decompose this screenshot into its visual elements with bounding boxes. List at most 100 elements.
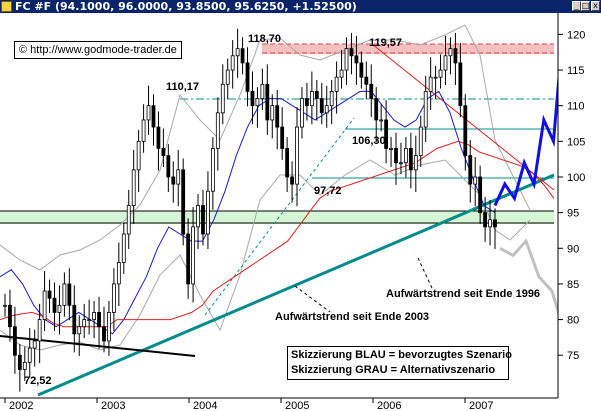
candle-body [433, 76, 438, 79]
candle-body [87, 319, 92, 321]
candle-body [22, 361, 27, 370]
candle-body [418, 126, 423, 156]
candle-body [77, 326, 82, 335]
candle-body [453, 48, 458, 64]
candle-body [235, 48, 240, 57]
candle-body [309, 91, 314, 107]
candle-body [57, 304, 62, 313]
candle-body [201, 205, 205, 235]
title-bar[interactable]: FC #F (94.1000, 96.0000, 93.8500, 95.625… [0, 0, 601, 13]
candle-body [463, 105, 468, 156]
candle-body [413, 155, 418, 171]
candle-body [210, 148, 215, 192]
label-97-72: 97,72 [314, 185, 342, 197]
candle-body [230, 55, 235, 71]
y-tick-label: 75 [567, 350, 579, 362]
maximize-button[interactable]: □ [581, 1, 590, 11]
candle-body [37, 319, 42, 342]
candle-body [136, 140, 141, 171]
candle-body [176, 169, 181, 185]
app-icon[interactable] [1, 1, 12, 12]
legend-grau-text: Skizzierung GRAU = Alternativszenario [291, 364, 496, 376]
candle-body [47, 290, 52, 299]
candle-body [32, 340, 37, 349]
candle-body [141, 119, 146, 142]
candle-body [265, 83, 270, 121]
plot-area [0, 13, 558, 398]
y-axis-ticks: 120 115 110 105 100 95 90 85 80 75 [558, 29, 585, 362]
copyright-label: © http://www.godmode-trader.de [14, 41, 182, 59]
candle-body [250, 91, 255, 107]
candle-body [67, 283, 72, 306]
candle-body [473, 176, 478, 185]
candle-body [270, 105, 275, 121]
legend-blau-text: Skizzierung BLAU = bevorzugtes Szenario [291, 349, 512, 361]
candle-body [438, 69, 443, 78]
candlestick-series [3, 28, 497, 392]
candle-body [359, 62, 364, 78]
y-tick-label: 85 [567, 279, 579, 291]
candle-body [443, 55, 448, 71]
candle-body [151, 105, 156, 128]
candle-body [344, 48, 349, 71]
candle-body [186, 233, 191, 285]
x-tick-label: 2002 [9, 400, 33, 411]
candle-body [72, 304, 77, 335]
close-button[interactable]: x [591, 1, 600, 11]
candle-body [181, 169, 186, 235]
candle-body [458, 62, 463, 107]
candle-body [285, 148, 290, 178]
candle-body [215, 112, 220, 149]
y-tick-label: 120 [567, 29, 585, 41]
x-tick-label: 2007 [469, 400, 493, 411]
candle-body [245, 62, 250, 92]
candle-body [334, 76, 339, 92]
y-tick-label: 105 [567, 136, 585, 148]
x-axis-ticks: 2002 2003 2004 2005 2006 2007 [4, 398, 493, 411]
x-tick-label: 2006 [377, 400, 401, 411]
candle-body [324, 105, 329, 114]
candle-body [305, 98, 309, 107]
window-title: FC #F (94.1000, 96.0000, 93.8500, 95.625… [15, 0, 357, 13]
candle-body [300, 98, 304, 128]
scenario-grau-line [499, 238, 567, 335]
trend-1996-line [37, 173, 555, 397]
candle-body [161, 148, 166, 156]
candle-body [364, 76, 369, 85]
candle-body [220, 83, 225, 114]
candle-body [349, 48, 354, 57]
candle-body [52, 297, 57, 313]
ma-red-line [0, 140, 555, 328]
downtrend-2002-line [0, 335, 196, 357]
candle-body [423, 91, 428, 128]
y-tick-label: 100 [567, 172, 585, 184]
candle-body [121, 233, 126, 263]
candle-body [354, 55, 359, 64]
x-tick-label: 2004 [193, 400, 217, 411]
candle-body [92, 312, 96, 320]
candle-body [493, 219, 497, 228]
candle-body [478, 176, 483, 214]
bollinger-upper-line [0, 24, 531, 271]
trend-2003-label: Aufwärtstrend seit Ende 2003 [275, 311, 429, 323]
scenario-legend: Skizzierung BLAU = bevorzugtes Szenario … [287, 346, 512, 380]
candle-body [428, 76, 433, 92]
candle-body [280, 126, 285, 149]
candle-body [102, 326, 106, 342]
minimize-button[interactable]: _ [572, 1, 581, 11]
candle-body [206, 190, 210, 235]
candle-body [12, 326, 17, 356]
candle-body [240, 48, 245, 64]
candle-body [225, 69, 230, 85]
candle-body [116, 262, 121, 285]
candle-body [408, 148, 413, 171]
candle-body [399, 162, 403, 165]
candle-body [329, 91, 334, 107]
candle-body [3, 304, 7, 307]
candle-body [97, 312, 101, 328]
candle-body [146, 105, 151, 121]
candle-body [389, 148, 393, 150]
support-zone [0, 211, 554, 224]
candle-body [483, 212, 488, 228]
